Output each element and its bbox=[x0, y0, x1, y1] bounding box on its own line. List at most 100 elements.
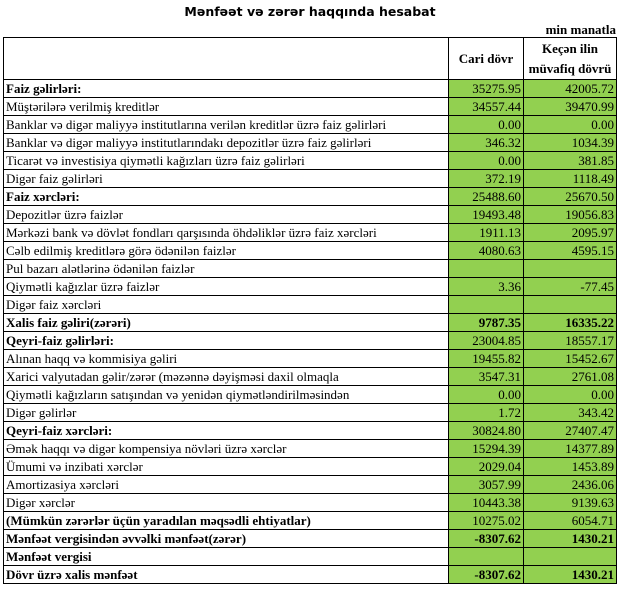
previous-period-value: 0.00 bbox=[523, 115, 617, 134]
current-period-value: -8307.62 bbox=[448, 529, 524, 548]
current-period-value: 34557.44 bbox=[448, 97, 524, 116]
table-row: Cəlb edilmiş kreditlərə görə ödənilən fa… bbox=[3, 241, 617, 260]
previous-period-value: 9139.63 bbox=[523, 493, 617, 512]
current-period-value: 1.72 bbox=[448, 403, 524, 422]
current-period-value: 0.00 bbox=[448, 151, 524, 170]
current-period-value: 3057.99 bbox=[448, 475, 524, 494]
row-label: Qeyri-faiz gəlirləri: bbox=[3, 331, 449, 350]
table-row: Müştərilərə verilmiş kreditlər 34557.44 39… bbox=[3, 97, 617, 116]
row-label: Ümumi və inzibati xərclər bbox=[3, 457, 449, 476]
current-period-value: 9787.35 bbox=[448, 313, 524, 332]
current-period-value: 4080.63 bbox=[448, 241, 524, 260]
current-period-value bbox=[448, 295, 524, 314]
table-row: Qeyri-faiz xərcləri: 30824.80 27407.47 bbox=[3, 421, 617, 440]
row-label: Depozitlər üzrə faizlər bbox=[3, 205, 449, 224]
current-period-value: 10275.02 bbox=[448, 511, 524, 530]
table-row: Faiz xərcləri: 25488.60 25670.50 bbox=[3, 187, 617, 206]
current-period-value: 346.32 bbox=[448, 133, 524, 152]
table-row: Ümumi və inzibati xərclər 2029.04 1453.89 bbox=[3, 457, 617, 476]
current-period-value: 23004.85 bbox=[448, 331, 524, 350]
table-row: Əmək haqqı və digər kompensiya növləri ü… bbox=[3, 439, 617, 458]
row-label: Mənfəət vergisi bbox=[3, 547, 449, 566]
previous-period-value: 1118.49 bbox=[523, 169, 617, 188]
row-label: Mərkəzi bank və dövlət fondları qarşısın… bbox=[3, 223, 449, 242]
previous-period-value: -77.45 bbox=[523, 277, 617, 296]
header-current-period: Cari dövr bbox=[448, 37, 524, 80]
table-row: Pul bazarı alətlərinə ödənilən faizlər bbox=[3, 259, 617, 278]
row-label: Alınan haqq və kommisiya gəliri bbox=[3, 349, 449, 368]
previous-period-value: 1453.89 bbox=[523, 457, 617, 476]
table-row: Mərkəzi bank və dövlət fondları qarşısın… bbox=[3, 223, 617, 242]
previous-period-value bbox=[523, 547, 617, 566]
previous-period-value: 25670.50 bbox=[523, 187, 617, 206]
row-label: Banklar və digər maliyyə institutlarında… bbox=[3, 133, 449, 152]
previous-period-value: 39470.99 bbox=[523, 97, 617, 116]
row-label: Mənfəət vergisindən əvvəlki mənfəət(zərə… bbox=[3, 529, 449, 548]
row-label: (Mümkün zərərlər üçün yaradılan məqsədli… bbox=[3, 511, 449, 530]
row-label: Banklar və digər maliyyə institutlarına … bbox=[3, 115, 449, 134]
current-period-value: 10443.38 bbox=[448, 493, 524, 512]
previous-period-value: 343.42 bbox=[523, 403, 617, 422]
row-label: Dövr üzrə xalis mənfəət bbox=[3, 565, 449, 584]
table-header: Cari dövr Keçən ilin müvafiq dövrü bbox=[3, 37, 617, 80]
table-row: Qeyri-faiz gəlirləri: 23004.85 18557.17 bbox=[3, 331, 617, 350]
current-period-value: -8307.62 bbox=[448, 565, 524, 584]
row-label: Qeyri-faiz xərcləri: bbox=[3, 421, 449, 440]
previous-period-value: 16335.22 bbox=[523, 313, 617, 332]
previous-period-value: 2095.97 bbox=[523, 223, 617, 242]
report-title: Mənfəət və zərər haqqında hesabat bbox=[184, 4, 436, 19]
row-label: Digər gəlirlər bbox=[3, 403, 449, 422]
current-period-value: 0.00 bbox=[448, 115, 524, 134]
previous-period-value: 27407.47 bbox=[523, 421, 617, 440]
row-label: Faiz gəlirləri: bbox=[3, 79, 449, 98]
row-label: Xalis faiz gəliri(zərəri) bbox=[3, 313, 449, 332]
current-period-value: 15294.39 bbox=[448, 439, 524, 458]
table-row: Xarici valyutadan gəlir/zərər (məzənnə d… bbox=[3, 367, 617, 386]
row-label: Qiymətli kağızların satışından və yenidə… bbox=[3, 385, 449, 404]
table-row: Digər faiz gəlirləri 372.19 1118.49 bbox=[3, 169, 617, 188]
row-label: Müştərilərə verilmiş kreditlər bbox=[3, 97, 449, 116]
table-row: Mənfəət vergisindən əvvəlki mənfəət(zərə… bbox=[3, 529, 617, 548]
current-period-value bbox=[448, 259, 524, 278]
current-period-value: 3547.31 bbox=[448, 367, 524, 386]
row-label: Pul bazarı alətlərinə ödənilən faizlər bbox=[3, 259, 449, 278]
table-row: Dövr üzrə xalis mənfəət -8307.62 1430.21 bbox=[3, 565, 617, 584]
previous-period-value: 4595.15 bbox=[523, 241, 617, 260]
row-label: Digər faiz xərcləri bbox=[3, 295, 449, 314]
previous-period-value bbox=[523, 259, 617, 278]
current-period-value: 0.00 bbox=[448, 385, 524, 404]
current-period-value: 19455.82 bbox=[448, 349, 524, 368]
table-row: Banklar və digər maliyyə institutlarına … bbox=[3, 115, 617, 134]
income-statement-table: Cari dövr Keçən ilin müvafiq dövrü Faiz … bbox=[3, 37, 617, 584]
previous-period-value bbox=[523, 295, 617, 314]
previous-period-value: 2761.08 bbox=[523, 367, 617, 386]
current-period-value: 3.36 bbox=[448, 277, 524, 296]
table-row: Ticarət və investisiya qiymətli kağızlar… bbox=[3, 151, 617, 170]
previous-period-value: 0.00 bbox=[523, 385, 617, 404]
row-label: Qiymətli kağızlar üzrə faizlər bbox=[3, 277, 449, 296]
previous-period-value: 14377.89 bbox=[523, 439, 617, 458]
table-row: Digər faiz xərcləri bbox=[3, 295, 617, 314]
table-row: Qiymətli kağızların satışından və yenidə… bbox=[3, 385, 617, 404]
table-row: Mənfəət vergisi bbox=[3, 547, 617, 566]
table-row: Xalis faiz gəliri(zərəri) 9787.35 16335.22 bbox=[3, 313, 617, 332]
previous-period-value: 1430.21 bbox=[523, 529, 617, 548]
previous-period-value: 2436.06 bbox=[523, 475, 617, 494]
previous-period-value: 15452.67 bbox=[523, 349, 617, 368]
row-label: Faiz xərcləri: bbox=[3, 187, 449, 206]
previous-period-value: 381.85 bbox=[523, 151, 617, 170]
current-period-value: 372.19 bbox=[448, 169, 524, 188]
table-row: Amortizasiya xərcləri 3057.99 2436.06 bbox=[3, 475, 617, 494]
row-label: Digər xərclər bbox=[3, 493, 449, 512]
current-period-value: 1911.13 bbox=[448, 223, 524, 242]
table-row: Banklar və digər maliyyə institutlarında… bbox=[3, 133, 617, 152]
table-row: Alınan haqq və kommisiya gəliri 19455.82 1… bbox=[3, 349, 617, 368]
table-row: Faiz gəlirləri: 35275.95 42005.72 bbox=[3, 79, 617, 98]
row-label: Xarici valyutadan gəlir/zərər (məzənnə d… bbox=[3, 367, 449, 386]
row-label: Amortizasiya xərcləri bbox=[3, 475, 449, 494]
current-period-value: 30824.80 bbox=[448, 421, 524, 440]
table-row: Depozitlər üzrə faizlər 19493.48 19056.83 bbox=[3, 205, 617, 224]
table-row: Digər gəlirlər 1.72 343.42 bbox=[3, 403, 617, 422]
header-previous-period: Keçən ilin müvafiq dövrü bbox=[523, 37, 617, 80]
table-row: Digər xərclər 10443.38 9139.63 bbox=[3, 493, 617, 512]
